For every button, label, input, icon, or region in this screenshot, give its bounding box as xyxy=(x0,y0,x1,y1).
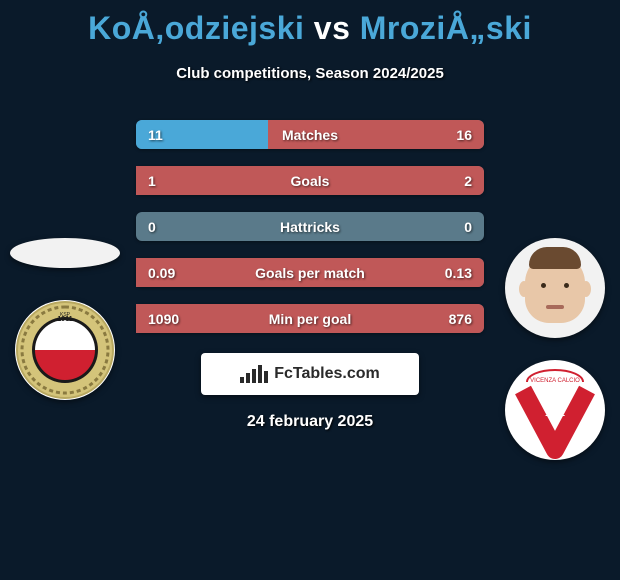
stat-value-right: 16 xyxy=(456,127,472,143)
player1-club-badge: 1911 KSP xyxy=(15,300,115,400)
stat-value-left: 11 xyxy=(148,127,163,143)
stat-row: 1 Goals 2 xyxy=(136,166,484,195)
stat-value-right: 2 xyxy=(464,173,472,189)
player2-photo xyxy=(505,238,605,338)
title-vs: vs xyxy=(314,10,351,46)
stat-value-left: 1 xyxy=(148,173,156,189)
comparison-subtitle: Club competitions, Season 2024/2025 xyxy=(0,65,620,82)
stat-label: Min per goal xyxy=(269,311,351,327)
stat-label: Goals xyxy=(291,173,330,189)
stat-label: Hattricks xyxy=(280,219,340,235)
left-player-column: 1911 KSP xyxy=(0,238,130,400)
stat-row: 1090 Min per goal 876 xyxy=(136,304,484,333)
stat-value-right: 0 xyxy=(464,219,472,235)
stat-label: Matches xyxy=(282,127,338,143)
stat-row: 0.09 Goals per match 0.13 xyxy=(136,258,484,287)
stat-value-left: 0 xyxy=(148,219,156,235)
stat-label: Goals per match xyxy=(255,265,365,281)
stat-value-left: 0.09 xyxy=(148,265,175,281)
chart-icon xyxy=(240,365,268,383)
stat-row: 11 Matches 16 xyxy=(136,120,484,149)
stats-section: 1911 KSP VICENZA CALCIO 1902 11 Matches 16… xyxy=(0,120,620,431)
stat-value-right: 876 xyxy=(449,311,472,327)
svg-text:VICENZA CALCIO: VICENZA CALCIO xyxy=(530,378,580,384)
svg-text:1902: 1902 xyxy=(545,408,565,418)
stat-value-right: 0.13 xyxy=(445,265,472,281)
branding-box[interactable]: FcTables.com xyxy=(201,353,419,395)
player2-club-badge: VICENZA CALCIO 1902 xyxy=(505,360,605,460)
comparison-title: KoÅ‚odziejski vs MroziÅ„ski xyxy=(0,0,620,47)
branding-text: FcTables.com xyxy=(274,365,380,383)
player1-photo xyxy=(10,238,120,268)
right-player-column: VICENZA CALCIO 1902 xyxy=(490,238,620,460)
svg-text:KSP: KSP xyxy=(60,312,71,318)
stat-value-left: 1090 xyxy=(148,311,179,327)
stats-list: 11 Matches 16 1 Goals 2 0 Hattricks 0 0.09 Goals p… xyxy=(136,120,484,333)
player2-face-icon xyxy=(525,253,585,323)
title-player2: MroziÅ„ski xyxy=(360,10,532,46)
stat-row: 0 Hattricks 0 xyxy=(136,212,484,241)
title-player1: KoÅ‚odziejski xyxy=(88,10,304,46)
